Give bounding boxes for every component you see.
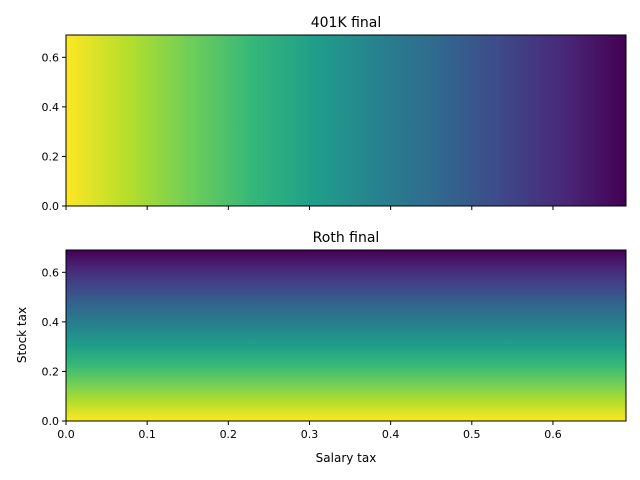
axes-frame-401k [65, 34, 627, 207]
y-tick-label: 0.6 [42, 266, 60, 279]
axes-frame-roth [65, 249, 627, 422]
y-tick-label: 0.2 [42, 365, 60, 378]
panel-roth-final: Roth final 0.0 0.1 0.2 0.3 0.4 0.5 0.6 0.00.20… [15, 230, 627, 465]
x-axis-ticks-401k [65, 206, 554, 210]
x-tick-label: 0.0 [57, 428, 75, 441]
y-tick-label: 0.0 [42, 200, 60, 213]
heatmap-roth [66, 250, 626, 421]
y-tick-label: 0.2 [42, 150, 60, 163]
x-axis-label: Salary tax [316, 451, 377, 465]
y-tick-label: 0.6 [42, 51, 60, 64]
y-axis-label: Stock tax [15, 307, 29, 363]
chart-title-401k: 401K final [311, 15, 382, 31]
y-tick-label: 0.4 [42, 101, 60, 114]
heatmap-401k [66, 35, 626, 206]
x-tick-label: 0.3 [301, 428, 319, 441]
x-tick-label: 0.5 [463, 428, 481, 441]
y-axis-ticks-roth: 0.0 0.2 0.4 0.6 [42, 266, 66, 428]
y-axis-ticks-401k: 0.0 0.2 0.4 0.6 [42, 51, 66, 213]
x-tick-label: 0.2 [220, 428, 238, 441]
chart-title-roth: Roth final [313, 230, 380, 246]
x-axis-ticks-roth: 0.0 0.1 0.2 0.3 0.4 0.5 0.6 [57, 421, 562, 441]
x-tick-label: 0.1 [138, 428, 156, 441]
x-tick-label: 0.4 [382, 428, 400, 441]
y-tick-label: 0.4 [42, 316, 60, 329]
y-tick-label: 0.0 [42, 415, 60, 428]
x-tick-label: 0.6 [544, 428, 562, 441]
panel-401k-final: 401K final 0.0 0.2 0.4 0.6 [42, 15, 627, 213]
